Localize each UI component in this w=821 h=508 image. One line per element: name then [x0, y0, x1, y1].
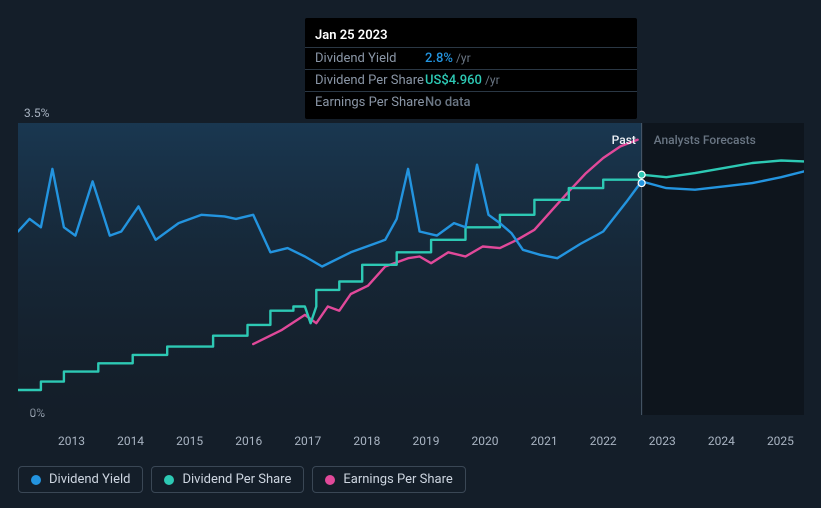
x-axis-tick: 2013 [58, 434, 85, 448]
swatch-icon [325, 475, 335, 485]
swatch-icon [164, 475, 174, 485]
legend-earnings-per-share[interactable]: Earnings Per Share [312, 466, 465, 493]
tooltip-unit: /yr [485, 73, 500, 88]
tooltip-value: 2.8% [425, 51, 453, 66]
tooltip-date: Jan 25 2023 [305, 24, 637, 47]
chart-legend: Dividend Yield Dividend Per Share Earnin… [18, 466, 466, 493]
legend-dividend-per-share[interactable]: Dividend Per Share [151, 466, 304, 493]
x-axis-tick: 2017 [294, 434, 321, 448]
tooltip-label: Dividend Per Share [315, 73, 425, 88]
chart-tooltip: Jan 25 2023 Dividend Yield 2.8% /yr Divi… [305, 18, 637, 119]
tooltip-label: Earnings Per Share [315, 95, 425, 110]
tooltip-row: Dividend Yield 2.8% /yr [305, 47, 637, 69]
x-axis-tick: 2018 [353, 434, 380, 448]
legend-dividend-yield[interactable]: Dividend Yield [18, 466, 143, 493]
forecast-region-label: Analysts Forecasts [654, 133, 756, 147]
x-axis-tick: 2021 [531, 434, 558, 448]
x-axis-tick: 2015 [176, 434, 203, 448]
tooltip-value: US$4.960 [425, 73, 482, 88]
legend-label: Dividend Per Share [182, 472, 291, 487]
swatch-icon [31, 475, 41, 485]
legend-label: Earnings Per Share [343, 472, 452, 487]
dividend-chart[interactable]: 3.5% 0% Past Analysts Forecasts 20132014… [18, 105, 804, 425]
x-axis-tick: 2022 [590, 434, 617, 448]
x-axis-tick: 2016 [235, 434, 262, 448]
x-axis-tick: 2019 [412, 434, 439, 448]
tooltip-row: Dividend Per Share US$4.960 /yr [305, 69, 637, 91]
x-axis-tick: 2023 [649, 434, 676, 448]
x-axis-labels: 2013 2014 2015 2016 2017 2018 2019 2020 2021 2022… [48, 434, 804, 448]
x-axis-tick: 2014 [117, 434, 144, 448]
tooltip-label: Dividend Yield [315, 51, 425, 66]
tooltip-row: Earnings Per Share No data [305, 91, 637, 113]
chart-plot-area[interactable] [18, 105, 804, 425]
past-region-label: Past [612, 133, 636, 147]
tooltip-unit: /yr [456, 51, 471, 66]
x-axis-tick: 2020 [472, 434, 499, 448]
tooltip-value: No data [425, 95, 471, 110]
x-axis-tick: 2024 [708, 434, 735, 448]
legend-label: Dividend Yield [49, 472, 130, 487]
x-axis-tick: 2025 [767, 434, 794, 448]
